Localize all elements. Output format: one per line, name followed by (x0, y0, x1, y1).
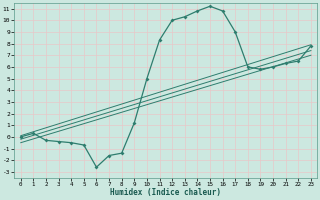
X-axis label: Humidex (Indice chaleur): Humidex (Indice chaleur) (110, 188, 221, 197)
